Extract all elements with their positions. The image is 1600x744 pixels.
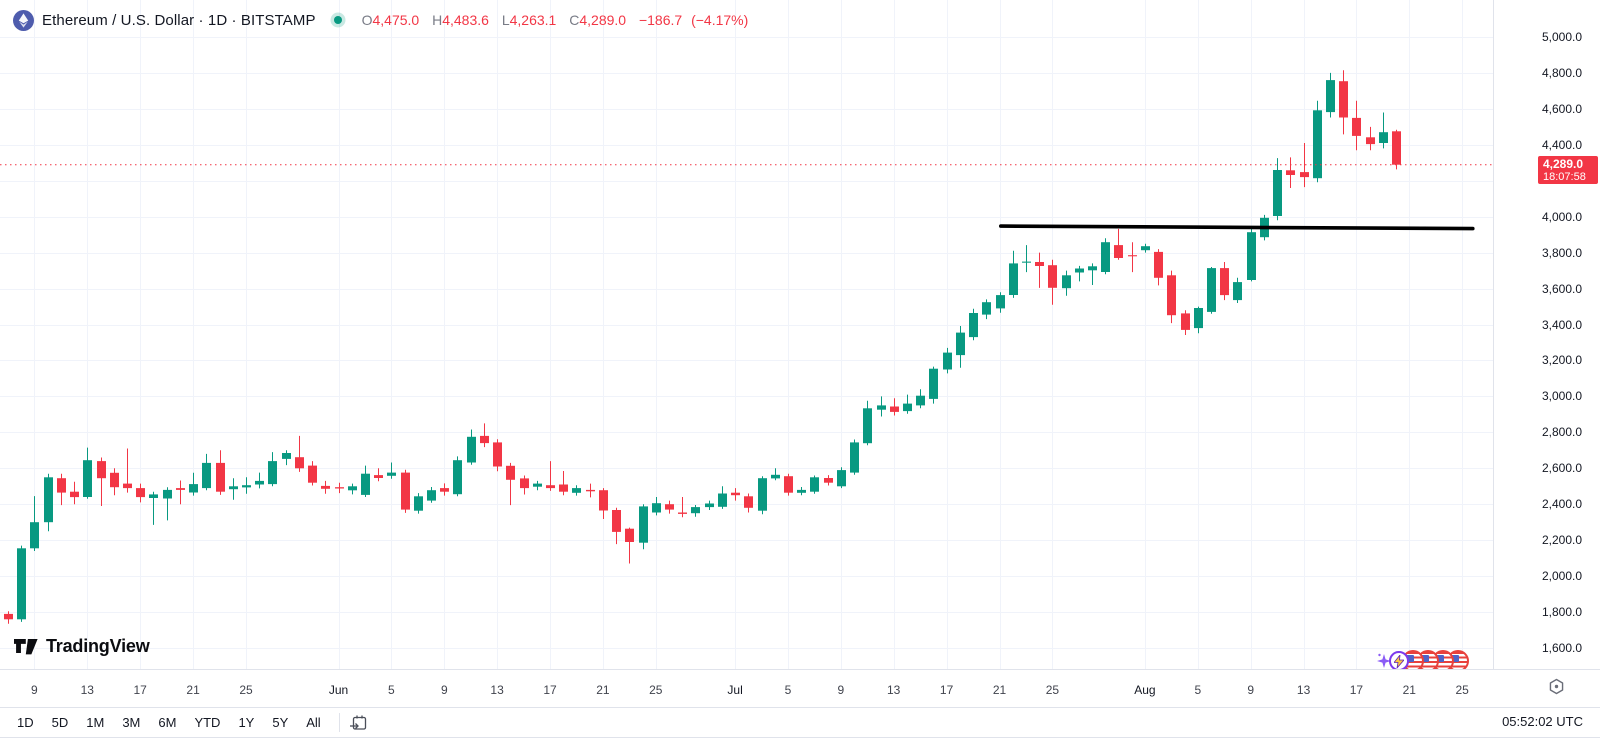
time-tick-label: Jun [328, 683, 349, 697]
range-button-5y[interactable]: 5Y [272, 715, 289, 730]
price-tick-label: 3,200.0 [1542, 353, 1583, 368]
range-button-5d[interactable]: 5D [51, 715, 69, 730]
price-tick-label: 4,400.0 [1542, 137, 1583, 152]
tradingview-logo[interactable]: TradingView [14, 635, 150, 657]
trendline-annotation[interactable] [998, 224, 1475, 231]
time-tick-label: 9 [1247, 683, 1255, 697]
price-tick-label: 2,200.0 [1542, 533, 1583, 548]
low-value: 4,263.1 [509, 12, 557, 28]
price-tick-label: 4,000.0 [1542, 209, 1583, 224]
axis-settings-gear-icon[interactable] [1548, 678, 1566, 696]
time-tick-label: 13 [887, 683, 901, 697]
chart-pane[interactable]: Ethereum / U.S. Dollar · 1D · BITSTAMP O… [0, 0, 1493, 669]
time-tick-label: 21 [992, 683, 1007, 697]
high-label: H [432, 12, 443, 28]
symbol-title[interactable]: Ethereum / U.S. Dollar · 1D · BITSTAMP [42, 11, 316, 29]
last-price-label: 4,289.0 18:07:58 [1538, 156, 1598, 184]
price-tick-label: 5,000.0 [1542, 30, 1583, 44]
time-tick-label: 5 [1194, 683, 1202, 697]
time-tick-label: 13 [80, 683, 94, 697]
grid-lines [0, 0, 1493, 669]
price-tick-label: 3,600.0 [1542, 281, 1583, 296]
price-tick-label: 1,800.0 [1542, 605, 1583, 620]
time-tick-label: 25 [1455, 683, 1469, 697]
price-axis[interactable]: 5,000.0 4,800.0 4,600.0 4,400.0 4,000.0 3,800… [1493, 0, 1600, 669]
sticker-watermark [1377, 650, 1469, 669]
bar-close-countdown: 18:07:58 [1543, 171, 1586, 183]
change-percent: (−4.17%) [691, 12, 749, 28]
ohlc-values: O4,475.0 H4,483.6 L4,263.1 C4,289.0 −186… [362, 12, 749, 28]
time-tick-label: 9 [440, 683, 448, 697]
toolbar-divider [338, 713, 340, 732]
go-to-date-icon[interactable] [349, 713, 369, 733]
time-tick-label: 17 [1349, 683, 1364, 697]
price-tick-label: 2,400.0 [1542, 497, 1583, 512]
sparkle-icon [1377, 653, 1391, 668]
price-tick-label: 2,000.0 [1542, 569, 1583, 584]
range-button-ytd[interactable]: YTD [194, 715, 221, 730]
price-tick-label: 1,600.0 [1542, 641, 1583, 655]
price-tick-label: 3,000.0 [1542, 389, 1583, 404]
price-tick-label: 2,800.0 [1542, 425, 1583, 440]
open-label: O [361, 12, 373, 28]
range-button-3m[interactable]: 3M [122, 715, 141, 730]
time-tick-label: 25 [1045, 683, 1060, 697]
time-tick-label: 13 [490, 683, 504, 697]
bottom-toolbar: 1D 5D 1M 3M 6M YTD 1Y 5Y All 05:52:02 UTC [0, 707, 1600, 738]
price-tick-label: 4,800.0 [1542, 65, 1583, 80]
timezone-clock[interactable]: 05:52:02 UTC [1502, 714, 1583, 729]
time-tick-label: 17 [133, 683, 147, 697]
range-button-6m[interactable]: 6M [158, 715, 177, 730]
close-label: C [569, 12, 580, 28]
time-tick-label: Jul [727, 683, 743, 697]
range-button-all[interactable]: All [306, 715, 321, 730]
time-tick-label: 17 [939, 683, 954, 697]
time-tick-label: 5 [784, 683, 792, 697]
time-tick-label: 13 [1296, 683, 1311, 697]
open-value: 4,475.0 [372, 12, 420, 28]
price-tick-label: 3,400.0 [1542, 317, 1583, 332]
price-tick-label: 2,600.0 [1542, 461, 1583, 476]
time-tick-label: 5 [388, 683, 395, 697]
market-status-dot[interactable] [333, 16, 342, 24]
time-tick-label: 21 [186, 683, 200, 697]
range-button-1m[interactable]: 1M [86, 715, 105, 730]
price-tick-label: 3,800.0 [1542, 245, 1583, 260]
range-button-1y[interactable]: 1Y [238, 715, 255, 730]
candlestick-series [4, 70, 1401, 624]
time-tick-label: 21 [1402, 683, 1416, 697]
low-label: L [501, 12, 510, 28]
tradingview-logo-text: TradingView [46, 635, 150, 656]
time-tick-label: 25 [239, 683, 253, 697]
time-tick-label: Aug [1134, 683, 1156, 697]
time-tick-label: 25 [649, 683, 663, 697]
close-value: 4,289.0 [579, 12, 627, 28]
time-tick-label: 21 [596, 683, 610, 697]
high-value: 4,483.6 [442, 12, 489, 28]
time-axis[interactable]: 9 13 17 21 25 Jun 5 9 13 17 21 25 Jul 5 9 13 17 21 25 Aug 5 9… [0, 669, 1600, 707]
lightning-sticker-icon [1389, 651, 1409, 669]
time-tick-label: 17 [543, 683, 557, 697]
price-tick-label: 4,600.0 [1542, 101, 1583, 116]
change-value: −186.7 [638, 12, 683, 28]
time-tick-label: 9 [837, 683, 845, 697]
range-button-1d[interactable]: 1D [17, 715, 34, 730]
symbol-legend: Ethereum / U.S. Dollar · 1D · BITSTAMP O… [13, 8, 748, 32]
time-tick-label: 9 [31, 683, 38, 697]
ethereum-icon [13, 9, 34, 31]
last-price-value: 4,289.0 [1543, 157, 1584, 171]
candlestick-canvas[interactable] [0, 0, 1493, 669]
tradingview-mark-icon [14, 639, 38, 655]
